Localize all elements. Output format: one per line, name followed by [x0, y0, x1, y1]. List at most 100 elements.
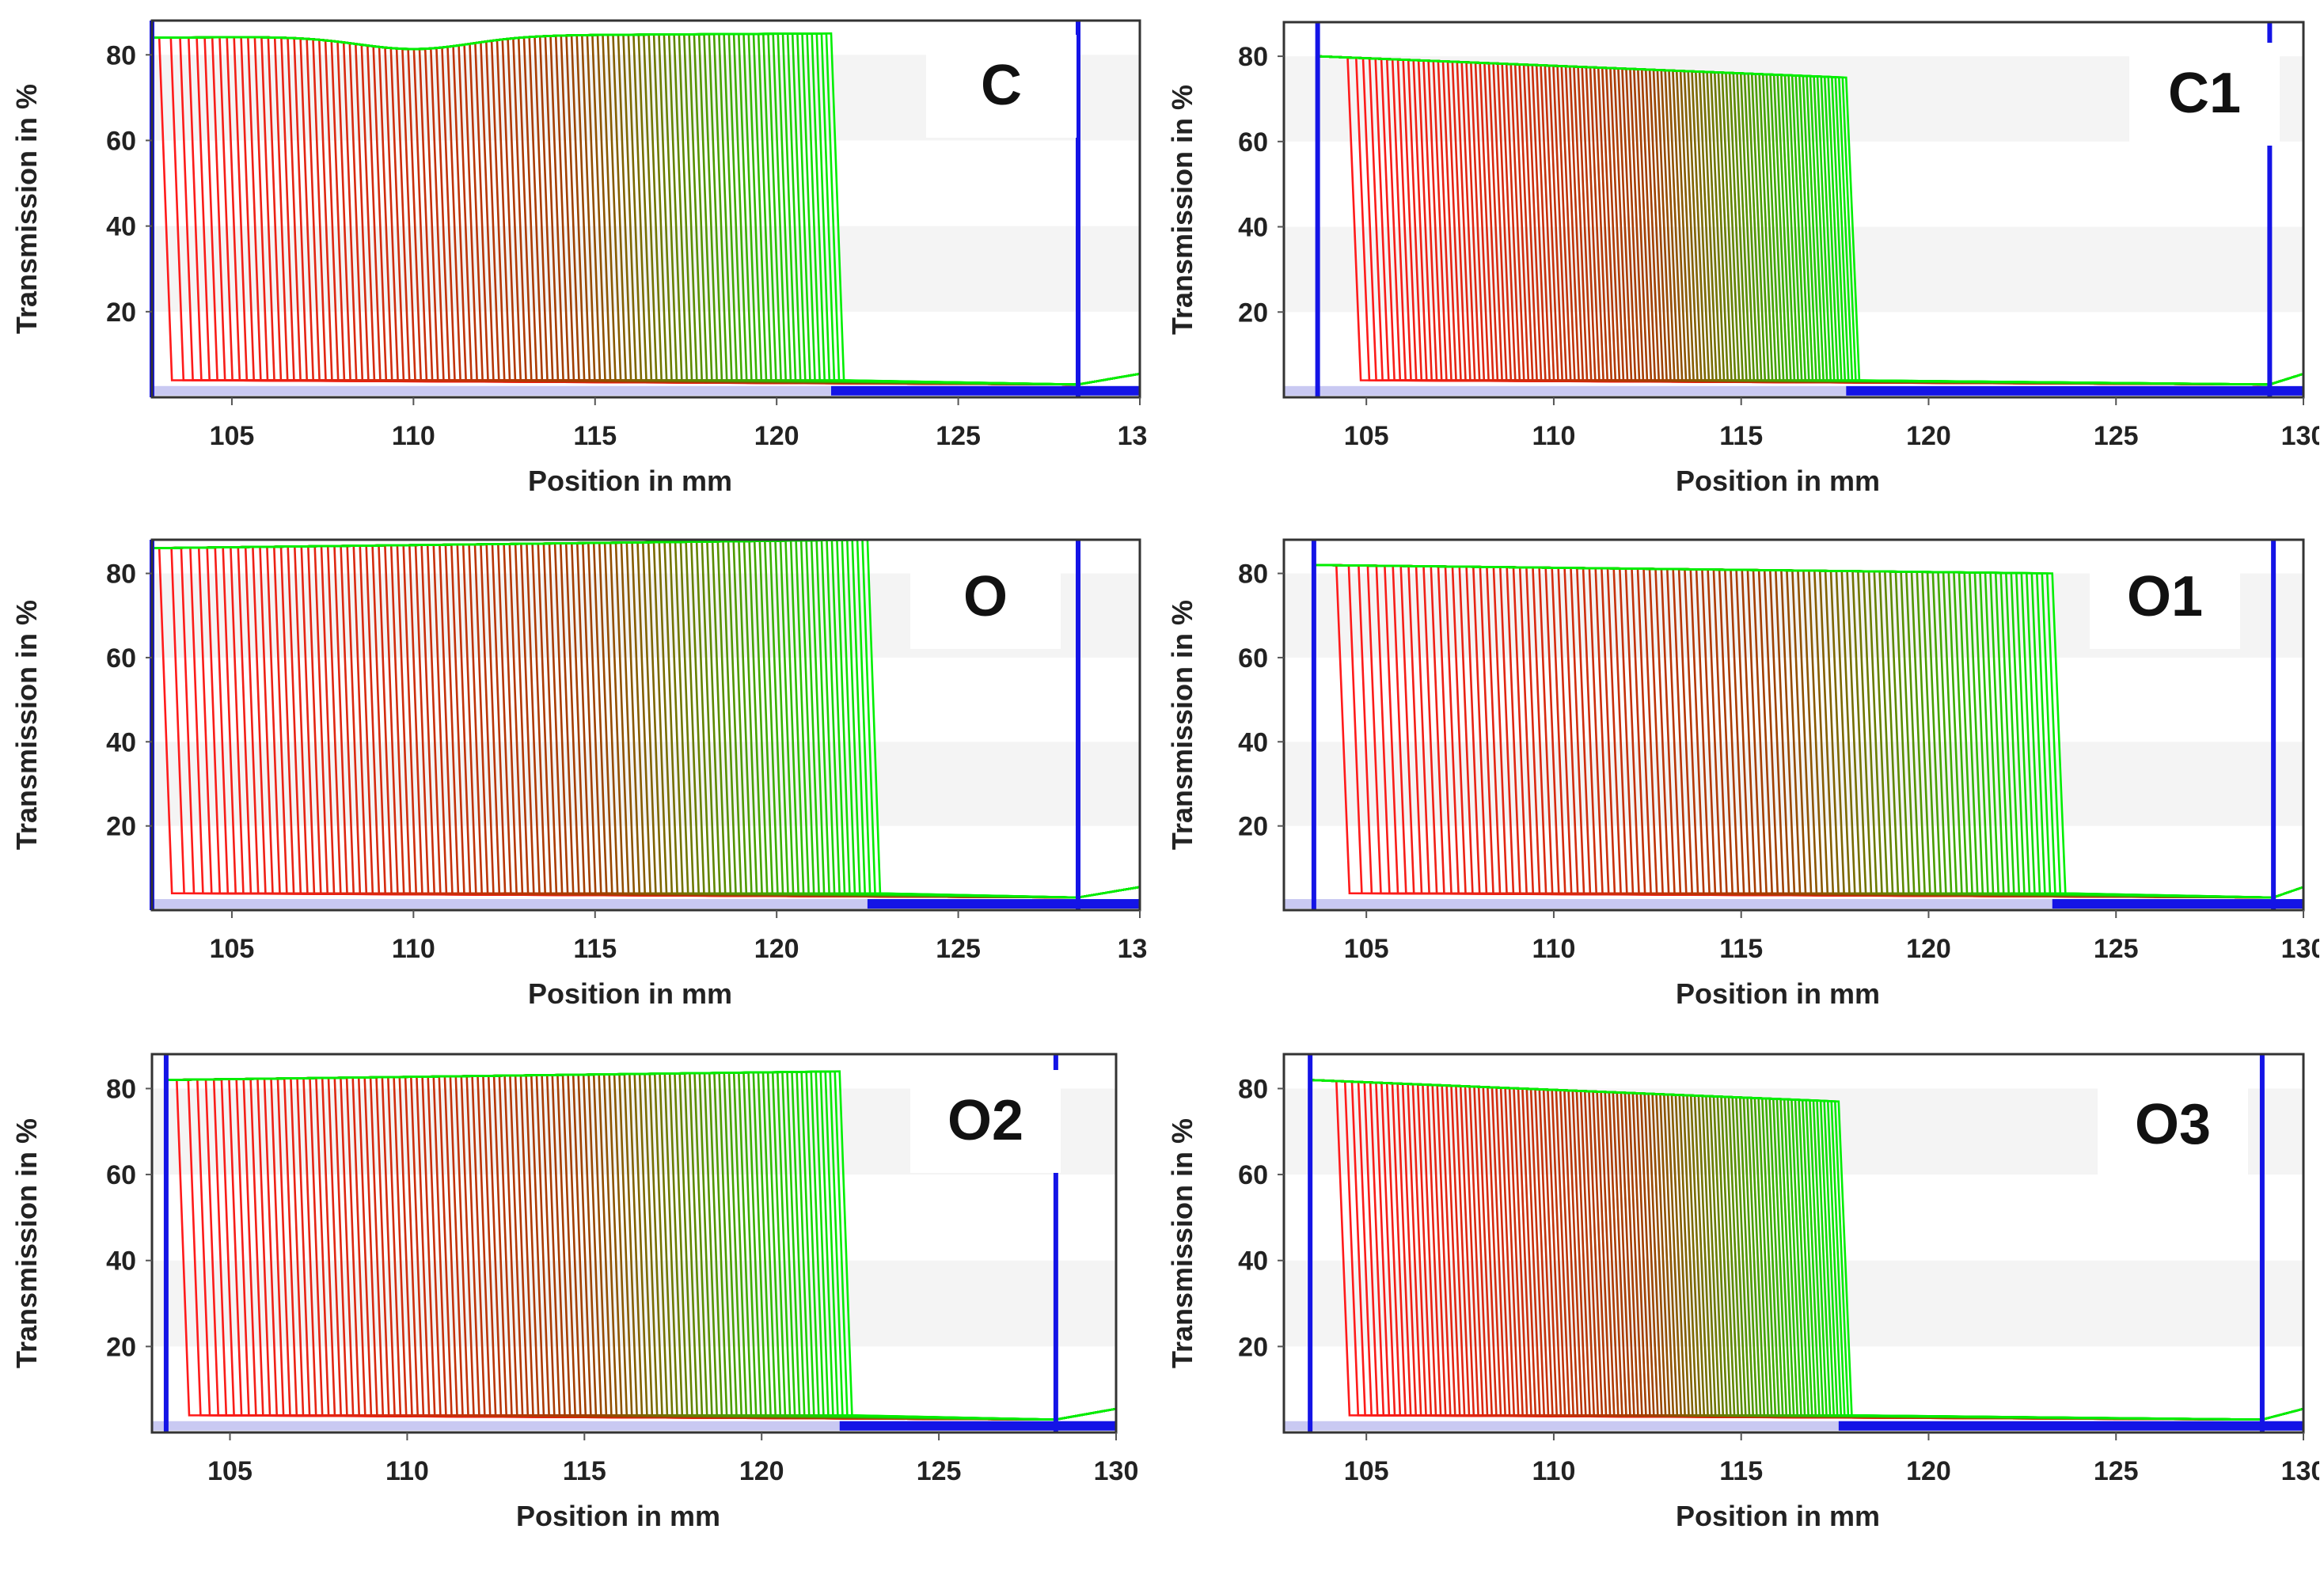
y-tick-label: 20: [106, 298, 136, 328]
baseline-band-dark: [1846, 385, 2303, 396]
baseline-band-light: [1284, 1421, 1839, 1431]
sample-label: O2: [947, 1089, 1023, 1152]
x-tick-label: 105: [1344, 421, 1389, 451]
x-axis-title: Position in mm: [1676, 465, 1880, 497]
plot-frame: [1282, 538, 2305, 912]
x-tick-label: 110: [1532, 421, 1576, 451]
y-axis-title: Transmission in %: [10, 600, 43, 850]
y-tick-label: 40: [106, 727, 136, 757]
y-axis-title: Transmission in %: [1166, 85, 1198, 335]
sample-label: O1: [2127, 565, 2203, 628]
y-tick-label: 20: [1238, 1332, 1268, 1362]
baseline-band-dark: [867, 899, 1140, 909]
x-tick-label: 130: [1094, 1456, 1139, 1486]
baseline-band-light: [152, 385, 831, 396]
profile-line: [1308, 1079, 2304, 1421]
y-tick-label: 80: [1238, 560, 1268, 590]
x-axis-title: Position in mm: [528, 465, 732, 497]
x-tick-label: 120: [1906, 421, 1951, 451]
x-tick-label: 115: [563, 1456, 606, 1486]
x-tick-label: 110: [1532, 934, 1576, 964]
x-tick-label: 105: [1344, 934, 1389, 964]
profile-group: [1316, 55, 2304, 386]
profile-line: [1316, 55, 2304, 386]
y-tick-label: 20: [106, 1332, 136, 1362]
baseline-band-dark: [831, 385, 1140, 396]
baseline-band-light: [1284, 899, 2052, 909]
chart-panel-c1: 105 110 115 120 125 130 20 40 60 80 Position in mm…: [1164, 9, 2319, 516]
x-tick-label: 125: [936, 934, 981, 964]
profile-line: [1312, 563, 2304, 899]
sample-label: O3: [2135, 1093, 2211, 1156]
baseline-band-dark: [839, 1421, 1116, 1431]
x-tick-label: 125: [2094, 1456, 2139, 1486]
x-tick-label: 130: [2281, 934, 2319, 964]
y-tick-label: 40: [1238, 727, 1268, 757]
y-tick-label: 40: [1238, 1246, 1268, 1277]
y-tick-label: 80: [106, 1074, 136, 1104]
y-tick-label: 80: [1238, 1074, 1268, 1104]
y-axis-title: Transmission in %: [10, 1118, 43, 1368]
y-tick-label: 20: [106, 812, 136, 842]
chart-svg-o3: 105 110 115 120 125 130 20 40 60 80 Position in mm…: [1166, 1053, 2319, 1532]
x-tick-label: 105: [207, 1456, 253, 1486]
profile-group: [165, 1070, 1117, 1421]
y-tick-label: 20: [1238, 298, 1268, 328]
sample-label-backdrop: [2098, 1074, 2248, 1177]
chart-svg-c1: 105 110 115 120 125 130 20 40 60 80 Position in mm…: [1166, 21, 2319, 497]
chart-svg-o1: 105 110 115 120 125 130 20 40 60 80 Position in mm…: [1166, 538, 2319, 1010]
y-tick-label: 60: [1238, 127, 1268, 157]
y-tick-label: 20: [1238, 812, 1268, 842]
y-tick-label: 60: [106, 643, 136, 673]
profile-group: [150, 538, 1141, 899]
x-tick-label: 120: [1906, 934, 1951, 964]
y-tick-label: 40: [106, 212, 136, 242]
baseline-band-dark: [1838, 1421, 2303, 1431]
chart-panel-o2: 105 110 115 120 125 130 20 40 60 80 Position in mm…: [8, 1037, 1148, 1567]
x-tick-label: 115: [573, 421, 617, 451]
x-tick-label: 120: [739, 1456, 784, 1486]
sample-label-backdrop: [910, 1070, 1061, 1173]
profile-group: [1312, 563, 2304, 899]
profile-group: [150, 32, 1141, 386]
y-axis-title: Transmission in %: [1166, 600, 1198, 850]
x-tick-label: 120: [754, 934, 799, 964]
x-axis-title: Position in mm: [1676, 977, 1880, 1010]
plot-frame: [1282, 21, 2305, 399]
profile-group: [1308, 1079, 2304, 1421]
x-tick-label: 125: [917, 1456, 962, 1486]
baseline-band-light: [152, 899, 868, 909]
sample-label-backdrop: [2129, 43, 2280, 146]
chart-panel-c: 105 110 115 120 125 130 20 40 60 80 Position in mm…: [8, 9, 1148, 516]
x-axis-title: Position in mm: [516, 1500, 720, 1532]
x-tick-label: 120: [754, 421, 799, 451]
x-axis-title: Position in mm: [528, 977, 732, 1010]
x-tick-label: 105: [210, 421, 255, 451]
chart-svg-o: 105 110 115 120 125 130 20 40 60 80 Position in mm…: [10, 538, 1148, 1010]
chart-panel-o3: 105 110 115 120 125 130 20 40 60 80 Position in mm…: [1164, 1037, 2319, 1583]
sample-label: C1: [2168, 62, 2241, 125]
x-tick-label: 110: [385, 1456, 429, 1486]
y-tick-label: 40: [106, 1246, 136, 1277]
x-tick-label: 125: [936, 421, 981, 451]
sample-label-backdrop: [910, 546, 1061, 649]
plot-frame: [150, 1053, 1118, 1434]
y-tick-label: 60: [106, 1160, 136, 1190]
y-tick-label: 80: [1238, 42, 1268, 72]
x-tick-label: 110: [392, 934, 435, 964]
x-tick-label: 115: [573, 934, 617, 964]
plot-frame: [150, 538, 1141, 912]
x-tick-label: 130: [1118, 934, 1148, 964]
plot-frame: [150, 19, 1141, 399]
baseline-band-light: [1284, 385, 1847, 396]
y-tick-label: 80: [106, 560, 136, 590]
chart-svg-c: 105 110 115 120 125 130 20 40 60 80 Position in mm…: [10, 19, 1148, 497]
y-axis-title: Transmission in %: [10, 84, 43, 334]
profile-line: [165, 1070, 1117, 1421]
x-tick-label: 130: [2281, 1456, 2319, 1486]
x-tick-label: 115: [1719, 1456, 1763, 1486]
sample-label-backdrop: [926, 35, 1077, 138]
x-tick-label: 105: [210, 934, 255, 964]
x-tick-label: 130: [2281, 421, 2319, 451]
x-axis-title: Position in mm: [1676, 1500, 1880, 1532]
